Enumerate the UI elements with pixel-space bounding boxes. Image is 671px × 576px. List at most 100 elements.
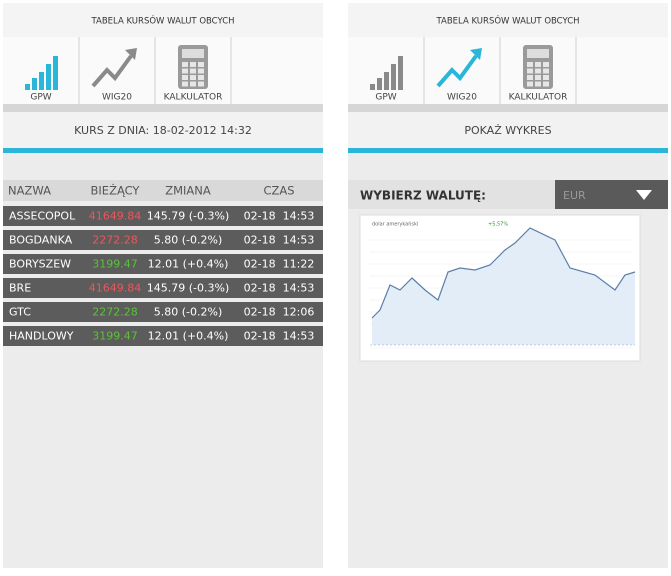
- chart-area: [372, 228, 635, 345]
- table-row[interactable]: [3, 302, 323, 322]
- icon-calculator-key: [190, 62, 196, 67]
- header-title: TABELA KURSÓW WALUT OBCYCH: [90, 15, 234, 27]
- row-value: 2272.28: [92, 306, 138, 319]
- tab-label[interactable]: GPW: [30, 93, 51, 103]
- tab-label[interactable]: KALKULATOR: [164, 93, 223, 103]
- row-change: 12.01 (+0.4%): [148, 330, 229, 343]
- row-name: BORYSZEW: [9, 258, 71, 271]
- subtitle[interactable]: POKAŻ WYKRES: [464, 124, 551, 137]
- icon-calculator-key: [535, 81, 541, 87]
- icon-calculator-key: [182, 62, 188, 67]
- icon-calculator-screen: [527, 49, 549, 58]
- icon-calculator-key: [182, 68, 188, 74]
- icon-arrow: [91, 54, 133, 88]
- icon-calculator-key: [527, 81, 533, 87]
- icon-calculator-key: [198, 68, 204, 74]
- icon-calculator-key: [190, 68, 196, 74]
- icon-calculator-key: [182, 75, 188, 80]
- divider: [3, 104, 323, 112]
- icon-bar: [384, 72, 389, 90]
- accent-line: [348, 148, 668, 153]
- icon-calculator-key: [198, 62, 204, 67]
- column-header: ZMIANA: [165, 184, 211, 198]
- icon-calculator-key: [527, 75, 533, 80]
- icon-calculator-key: [527, 62, 533, 67]
- row-change: 145.79 (-0.3%): [147, 282, 229, 295]
- icon-calculator-key: [543, 68, 549, 74]
- row-change: 12.01 (+0.4%): [148, 258, 229, 271]
- row-value: 2272.28: [92, 234, 138, 247]
- icon-calculator-key: [543, 81, 549, 87]
- subtitle-bar: [3, 112, 323, 148]
- accent-line: [3, 148, 323, 153]
- icon-bar: [377, 78, 382, 90]
- header-bar: [348, 3, 668, 37]
- icon-bar: [398, 56, 403, 90]
- column-header: NAZWA: [8, 184, 51, 198]
- icon-calculator-key: [198, 81, 204, 87]
- icon-calculator-key: [190, 75, 196, 80]
- row-change: 145.79 (-0.3%): [147, 210, 229, 223]
- column-header: BIEŻĄCY: [91, 183, 141, 198]
- table-row[interactable]: [3, 326, 323, 346]
- row-name: BRE: [9, 282, 31, 295]
- row-time: 02-18 14:53: [244, 282, 315, 295]
- row-time: 02-18 14:53: [244, 210, 315, 223]
- icon-calculator-key: [190, 81, 196, 87]
- icon-calculator-key: [535, 68, 541, 74]
- tab-label[interactable]: WIG20: [102, 93, 132, 103]
- icon-bar: [53, 56, 58, 90]
- icon-calculator-key: [198, 75, 204, 80]
- subtitle: KURS Z DNIA: 18-02-2012 14:32: [74, 124, 252, 137]
- select-arrow: [636, 190, 652, 200]
- row-value: 3199.47: [92, 258, 138, 271]
- table-row[interactable]: [3, 278, 323, 298]
- header-bar: [3, 3, 323, 37]
- icon-bar: [46, 64, 51, 90]
- chart-change: +5,57%: [488, 222, 508, 228]
- row-name: ASSECOPOL: [9, 210, 76, 223]
- tab-label[interactable]: KALKULATOR: [509, 93, 568, 103]
- table-row[interactable]: [3, 230, 323, 250]
- icon-calculator-key: [182, 81, 188, 87]
- row-time: 02-18 11:22: [244, 258, 315, 271]
- row-name: BOGDANKA: [9, 234, 73, 247]
- tab-label[interactable]: WIG20: [447, 93, 477, 103]
- icon-calculator-key: [543, 62, 549, 67]
- icon-bar: [391, 64, 396, 90]
- table-header: [3, 180, 323, 201]
- row-name: GTC: [9, 306, 31, 319]
- row-time: 02-18 12:06: [244, 306, 315, 319]
- row-change: 5.80 (-0.2%): [154, 234, 223, 247]
- icon-arrow-head: [125, 48, 137, 60]
- select-value: EUR: [563, 189, 586, 202]
- column-header: CZAS: [263, 184, 294, 198]
- chart-line: [371, 227, 636, 319]
- row-value: 41649.84: [89, 210, 142, 223]
- row-name: HANDLOWY: [9, 330, 74, 343]
- icon-arrow-head: [470, 48, 482, 60]
- header-title: TABELA KURSÓW WALUT OBCYCH: [435, 15, 579, 27]
- chart-name: dolar amerykański: [372, 221, 418, 228]
- table-row[interactable]: [3, 206, 323, 226]
- icon-bar: [39, 72, 44, 90]
- row-value: 41649.84: [89, 282, 142, 295]
- icon-bar: [32, 78, 37, 90]
- icon-calculator-key: [535, 62, 541, 67]
- table-row[interactable]: [3, 254, 323, 274]
- row-value: 3199.47: [92, 330, 138, 343]
- icon-calculator-key: [535, 75, 541, 80]
- icon-bar: [25, 84, 30, 90]
- select-label: WYBIERZ WALUTĘ:: [360, 189, 486, 203]
- divider: [348, 104, 668, 112]
- row-change: 5.80 (-0.2%): [154, 306, 223, 319]
- select-box[interactable]: [555, 180, 668, 209]
- row-time: 02-18 14:53: [244, 234, 315, 247]
- icon-calculator-key: [527, 68, 533, 74]
- subtitle-bar: [348, 112, 668, 148]
- icon-bar: [370, 84, 375, 90]
- tab-label[interactable]: GPW: [375, 93, 396, 103]
- icon-calculator-key: [543, 75, 549, 80]
